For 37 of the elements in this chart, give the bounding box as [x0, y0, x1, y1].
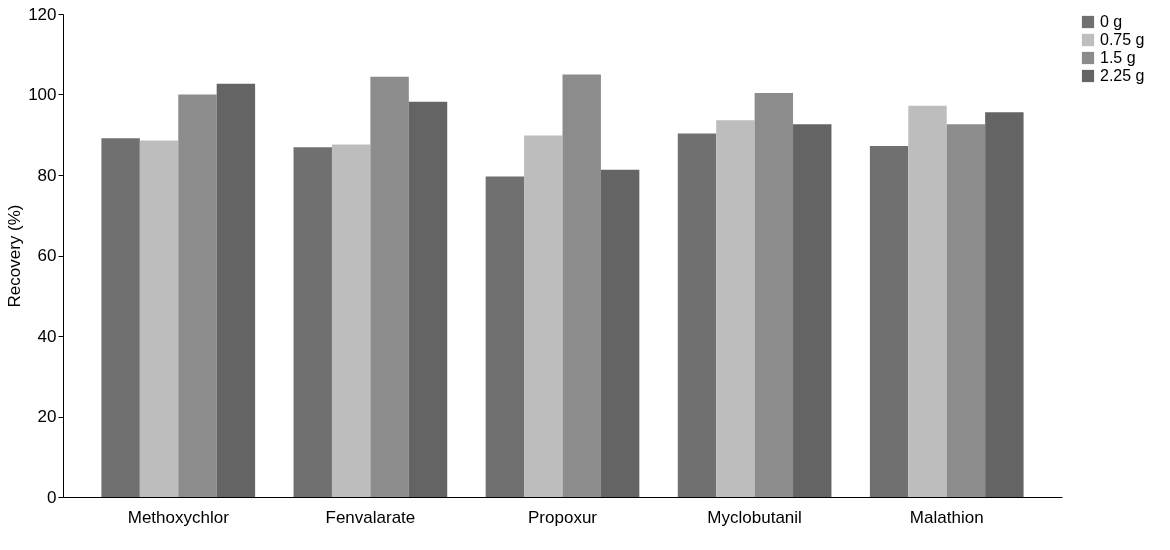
legend-label: 1.5 g [1100, 49, 1136, 66]
y-tick-label: 120 [28, 4, 57, 24]
bar [370, 76, 409, 497]
x-tick-label: Fenvalarate [325, 507, 416, 527]
y-tick-label: 80 [37, 165, 57, 185]
x-tick-label: Myclobutanil [707, 507, 802, 527]
bar [139, 140, 179, 497]
bar [178, 94, 217, 497]
y-tick-label: 40 [37, 326, 57, 346]
bar [216, 83, 256, 497]
legend-label: 2.25 g [1100, 67, 1145, 84]
y-tick-label: 0 [47, 487, 57, 507]
bar [716, 120, 755, 497]
bar [331, 144, 371, 497]
bar [600, 169, 640, 497]
legend-label: 0.75 g [1100, 31, 1145, 48]
y-axis-title: Recovery (%) [5, 204, 25, 308]
bar [524, 135, 563, 497]
bar [677, 133, 717, 497]
bar [908, 105, 947, 497]
bar [869, 146, 909, 497]
y-tick-label: 100 [28, 85, 57, 104]
bar [485, 176, 525, 497]
x-tick-label: Malathion [909, 507, 984, 527]
bar [562, 74, 601, 497]
y-tick-label: 60 [37, 246, 57, 265]
legend-label: 0 g [1100, 13, 1123, 30]
bar [408, 101, 448, 497]
bar [946, 124, 986, 497]
bar [101, 138, 140, 497]
bar [985, 112, 1024, 497]
x-tick-label: Methoxychlor [127, 507, 230, 527]
x-tick-label: Propoxur [528, 507, 598, 527]
bar [793, 124, 832, 497]
bar [754, 92, 794, 497]
y-tick-label: 20 [37, 407, 57, 426]
bar [293, 147, 332, 497]
